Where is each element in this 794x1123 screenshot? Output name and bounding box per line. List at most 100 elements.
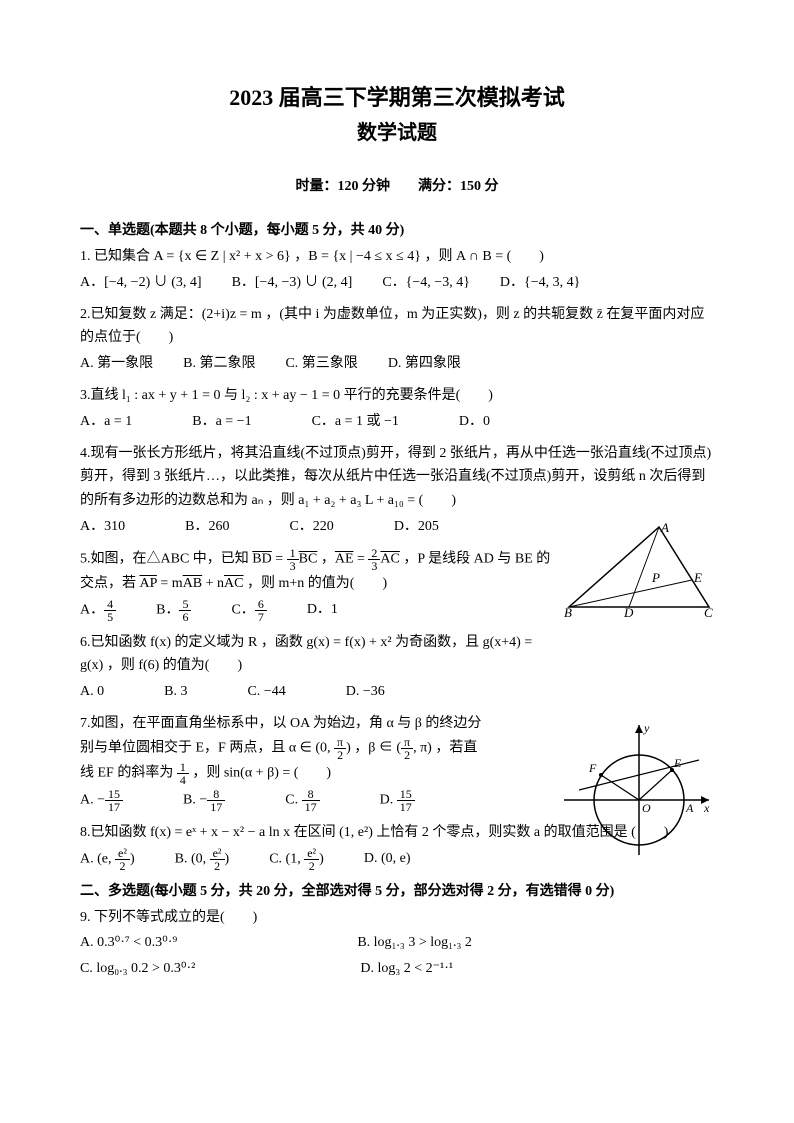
q7-bl: B. −: [183, 792, 207, 807]
q7-t3a: 线 EF 的斜率为: [80, 765, 177, 780]
q5-cn: 6: [255, 598, 267, 611]
q5-r2: ，则 m+n 的值为( ): [244, 576, 388, 591]
q7-t2c: , π) ，若直: [413, 740, 477, 755]
question-3: 3.直线 l₁ : ax + y + 1 = 0 与 l₂ : x + ay −…: [80, 384, 714, 434]
q7-14n: 1: [177, 761, 189, 774]
q9-option-a: A. 0.3⁰·⁷ < 0.3⁰·⁹: [80, 931, 177, 955]
tri-label-a: A: [660, 522, 669, 535]
circ-label-e: E: [673, 756, 682, 770]
q7-al: A. −: [80, 792, 105, 807]
q8-option-b: B. (0, e²2): [175, 847, 230, 872]
q7-option-a: A. −1517: [80, 788, 123, 813]
q5-al: A．: [80, 602, 104, 617]
q5-f1n: 1: [287, 547, 299, 560]
q9-text: 9. 下列不等式成立的是( ): [80, 906, 714, 930]
q5-line2: 交点，若 AP = mAB + nAC ，则 m+n 的值为( ): [80, 572, 554, 596]
q8-bn: e²: [210, 847, 225, 860]
q5-bl: B．: [156, 602, 179, 617]
q5-option-d: D．1: [307, 598, 338, 623]
q5-eq2: =: [354, 551, 369, 566]
q8-option-d: D. (0, e): [364, 847, 411, 872]
page-subtitle: 数学试题: [80, 116, 714, 145]
q2-option-b: B. 第二象限: [183, 352, 255, 376]
q5-option-b: B．56: [156, 598, 191, 623]
tri-label-b: B: [564, 605, 572, 617]
q9-options-2: C. log₀.₃ 0.2 > 0.3⁰·² D. log₃ 2 < 2⁻¹·¹: [80, 957, 714, 981]
q5-bn: 5: [179, 598, 191, 611]
figure-unit-circle-icon: x y O A E F: [564, 720, 714, 860]
q8-c1: C. (1,: [269, 851, 304, 866]
q7-option-c: C. 817: [285, 788, 319, 813]
q6-option-c: C. −44: [247, 680, 285, 704]
circ-label-x: x: [703, 801, 710, 815]
q7-t2b: ) ，β ∈ (: [346, 740, 401, 755]
q5-cd: 7: [255, 611, 267, 623]
q9-option-b: B. log₁.₃ 3 > log₁.₃ 2: [357, 931, 472, 955]
q1-option-c: C．{−4, −3, 4}: [382, 271, 470, 295]
question-1: 1. 已知集合 A = {x ∈ Z | x² + x > 6} ，B = {x…: [80, 245, 714, 295]
q4-option-c: C．220: [289, 515, 333, 539]
q5-option-a: A．45: [80, 598, 116, 623]
q5-option-c: C．67: [231, 598, 266, 623]
question-6: 6.已知函数 f(x) 的定义域为 R ，函数 g(x) = f(x) + x²…: [80, 631, 714, 704]
q7-cd: 17: [302, 801, 320, 813]
q1-text: 1. 已知集合 A = {x ∈ Z | x² + x > 6} ，B = {x…: [80, 245, 714, 269]
q6-option-b: B. 3: [164, 680, 187, 704]
tri-label-c: C: [704, 605, 713, 617]
q8-ad: 2: [115, 860, 130, 872]
circ-label-o: O: [642, 801, 651, 815]
q7-dn: 15: [397, 788, 415, 801]
q4-option-a: A．310: [80, 515, 125, 539]
q7-bd: 17: [207, 801, 225, 813]
q7-cn: 8: [302, 788, 320, 801]
q1-option-a: A．[−4, −2) ∪ (3, 4]: [80, 271, 202, 295]
tri-label-p: P: [651, 570, 660, 585]
q8-an: e²: [115, 847, 130, 860]
q8-a1: A. (e,: [80, 851, 115, 866]
q8-cn: e²: [304, 847, 319, 860]
circ-label-y: y: [643, 721, 650, 735]
q4-option-b: B．260: [185, 515, 229, 539]
q5-t1: 5.如图，在△ABC 中，已知: [80, 551, 252, 566]
q5-line1: 5.如图，在△ABC 中，已知 BD = 13BC ，AE = 23AC ，P …: [80, 547, 554, 572]
q7-pd: 2: [334, 749, 346, 761]
q5-ae: AE: [335, 551, 354, 566]
q4-option-d: D．205: [394, 515, 439, 539]
q7-line2: 别与单位圆相交于 E，F 两点，且 α ∈ (0, π2) ，β ∈ (π2, …: [80, 736, 554, 761]
tri-label-d: D: [623, 605, 634, 617]
q8-b2: ): [225, 851, 230, 866]
circ-label-a: A: [685, 801, 694, 815]
q7-line1: 7.如图，在平面直角坐标系中，以 OA 为始边，角 α 与 β 的终边分: [80, 712, 554, 736]
q2-option-d: D. 第四象限: [388, 352, 461, 376]
q6-text: 6.已知函数 f(x) 的定义域为 R ，函数 g(x) = f(x) + x²…: [80, 631, 554, 679]
question-9: 9. 下列不等式成立的是( ) A. 0.3⁰·⁷ < 0.3⁰·⁹ B. lo…: [80, 906, 714, 981]
q5-c1: ，: [317, 551, 335, 566]
q5-bd: BD: [252, 551, 271, 566]
q7-pn2: π: [401, 736, 413, 749]
tri-label-e: E: [693, 570, 702, 585]
q7-dd: 17: [397, 801, 415, 813]
q5-cl: C．: [231, 602, 254, 617]
q5-ad: 5: [104, 611, 116, 623]
q8-option-a: A. (e, e²2): [80, 847, 135, 872]
q8-c2: ): [319, 851, 324, 866]
q2-option-a: A. 第一象限: [80, 352, 153, 376]
q8-option-c: C. (1, e²2): [269, 847, 324, 872]
q3-option-b: B．a = −1: [192, 410, 251, 434]
circ-label-f: F: [588, 761, 597, 775]
page-title: 2023 届高三下学期第三次模拟考试: [80, 80, 714, 112]
q9-option-d: D. log₃ 2 < 2⁻¹·¹: [360, 957, 453, 981]
q9-options-1: A. 0.3⁰·⁷ < 0.3⁰·⁹ B. log₁.₃ 3 > log₁.₃ …: [80, 931, 714, 955]
q5-f2d: 3: [368, 560, 380, 572]
q7-an: 15: [105, 788, 123, 801]
q7-cl: C.: [285, 792, 301, 807]
q7-ad: 17: [105, 801, 123, 813]
q5-f2n: 2: [368, 547, 380, 560]
q5-ac: AC: [380, 551, 399, 566]
q7-t2a: 别与单位圆相交于 E，F 两点，且 α ∈ (0,: [80, 740, 334, 755]
q5-bc: BC: [299, 551, 318, 566]
q5-bd2: 6: [179, 611, 191, 623]
q2-text: 2.已知复数 z 满足：(2+i)z = m ，(其中 i 为虚数单位，m 为正…: [80, 303, 714, 351]
q6-options: A. 0 B. 3 C. −44 D. −36: [80, 680, 554, 704]
q7-t3b: ，则 sin(α + β) = ( ): [189, 765, 331, 780]
